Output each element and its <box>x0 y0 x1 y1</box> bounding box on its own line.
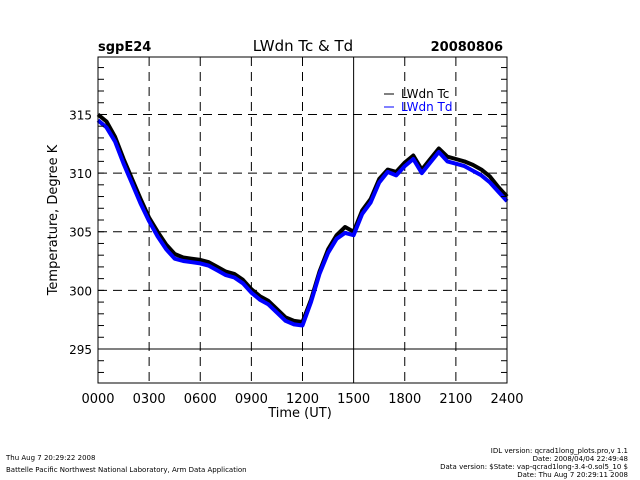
grid-lines <box>98 57 507 383</box>
tick-labels: 0000 0300 0600 0900 1200 1500 1800 2100 2400 295 3… <box>69 108 523 407</box>
y-tick-label: 300 <box>69 284 92 298</box>
series-line-td <box>96 118 509 328</box>
footer-idl-version: IDL version: qcrad1long_plots.pro,v 1.1 <box>490 447 628 455</box>
footer-left: Thu Aug 7 20:29:22 2008 Battelle Pacific… <box>6 454 247 474</box>
data-series <box>96 112 509 328</box>
y-tick-label: 295 <box>69 343 92 357</box>
footer-data-version: Data version: $State: vap-qcrad1long-3.4… <box>440 463 628 471</box>
x-axis-label: Time (UT) <box>267 406 332 421</box>
footer-right: IDL version: qcrad1long_plots.pro,v 1.1 … <box>440 447 628 479</box>
x-tick-label: 1500 <box>337 392 370 407</box>
legend-label: LWdn Td <box>401 100 452 114</box>
x-tick-label: 0900 <box>235 392 268 407</box>
site-label: sgpE24 <box>98 40 151 55</box>
date-label: 20080806 <box>431 40 503 55</box>
x-tick-label: 1200 <box>286 392 319 407</box>
y-axis-label: Temperature, Degree K <box>46 144 61 296</box>
x-tick-label: 2100 <box>439 392 472 407</box>
chart-title: LWdn Tc & Td <box>253 37 353 55</box>
y-tick-label: 315 <box>69 108 92 122</box>
x-tick-label: 2400 <box>490 392 523 407</box>
legend-label: LWdn Tc <box>401 87 449 101</box>
y-tick-label: 310 <box>69 167 92 181</box>
x-tick-label: 1800 <box>388 392 421 407</box>
footer-data-date: Date: Thu Aug 7 20:29:11 2008 <box>517 471 628 479</box>
y-tick-label: 305 <box>69 226 92 240</box>
x-tick-label: 0000 <box>81 392 114 407</box>
footer-institution: Battelle Pacific Northwest National Labo… <box>6 466 247 474</box>
footer-idl-date: Date: 2008/04/04 22:49:48 <box>532 455 628 463</box>
footer-timestamp: Thu Aug 7 20:29:22 2008 <box>6 454 96 462</box>
axis-ticks <box>98 67 507 373</box>
x-tick-label: 0300 <box>133 392 166 407</box>
x-tick-label: 0600 <box>184 392 217 407</box>
